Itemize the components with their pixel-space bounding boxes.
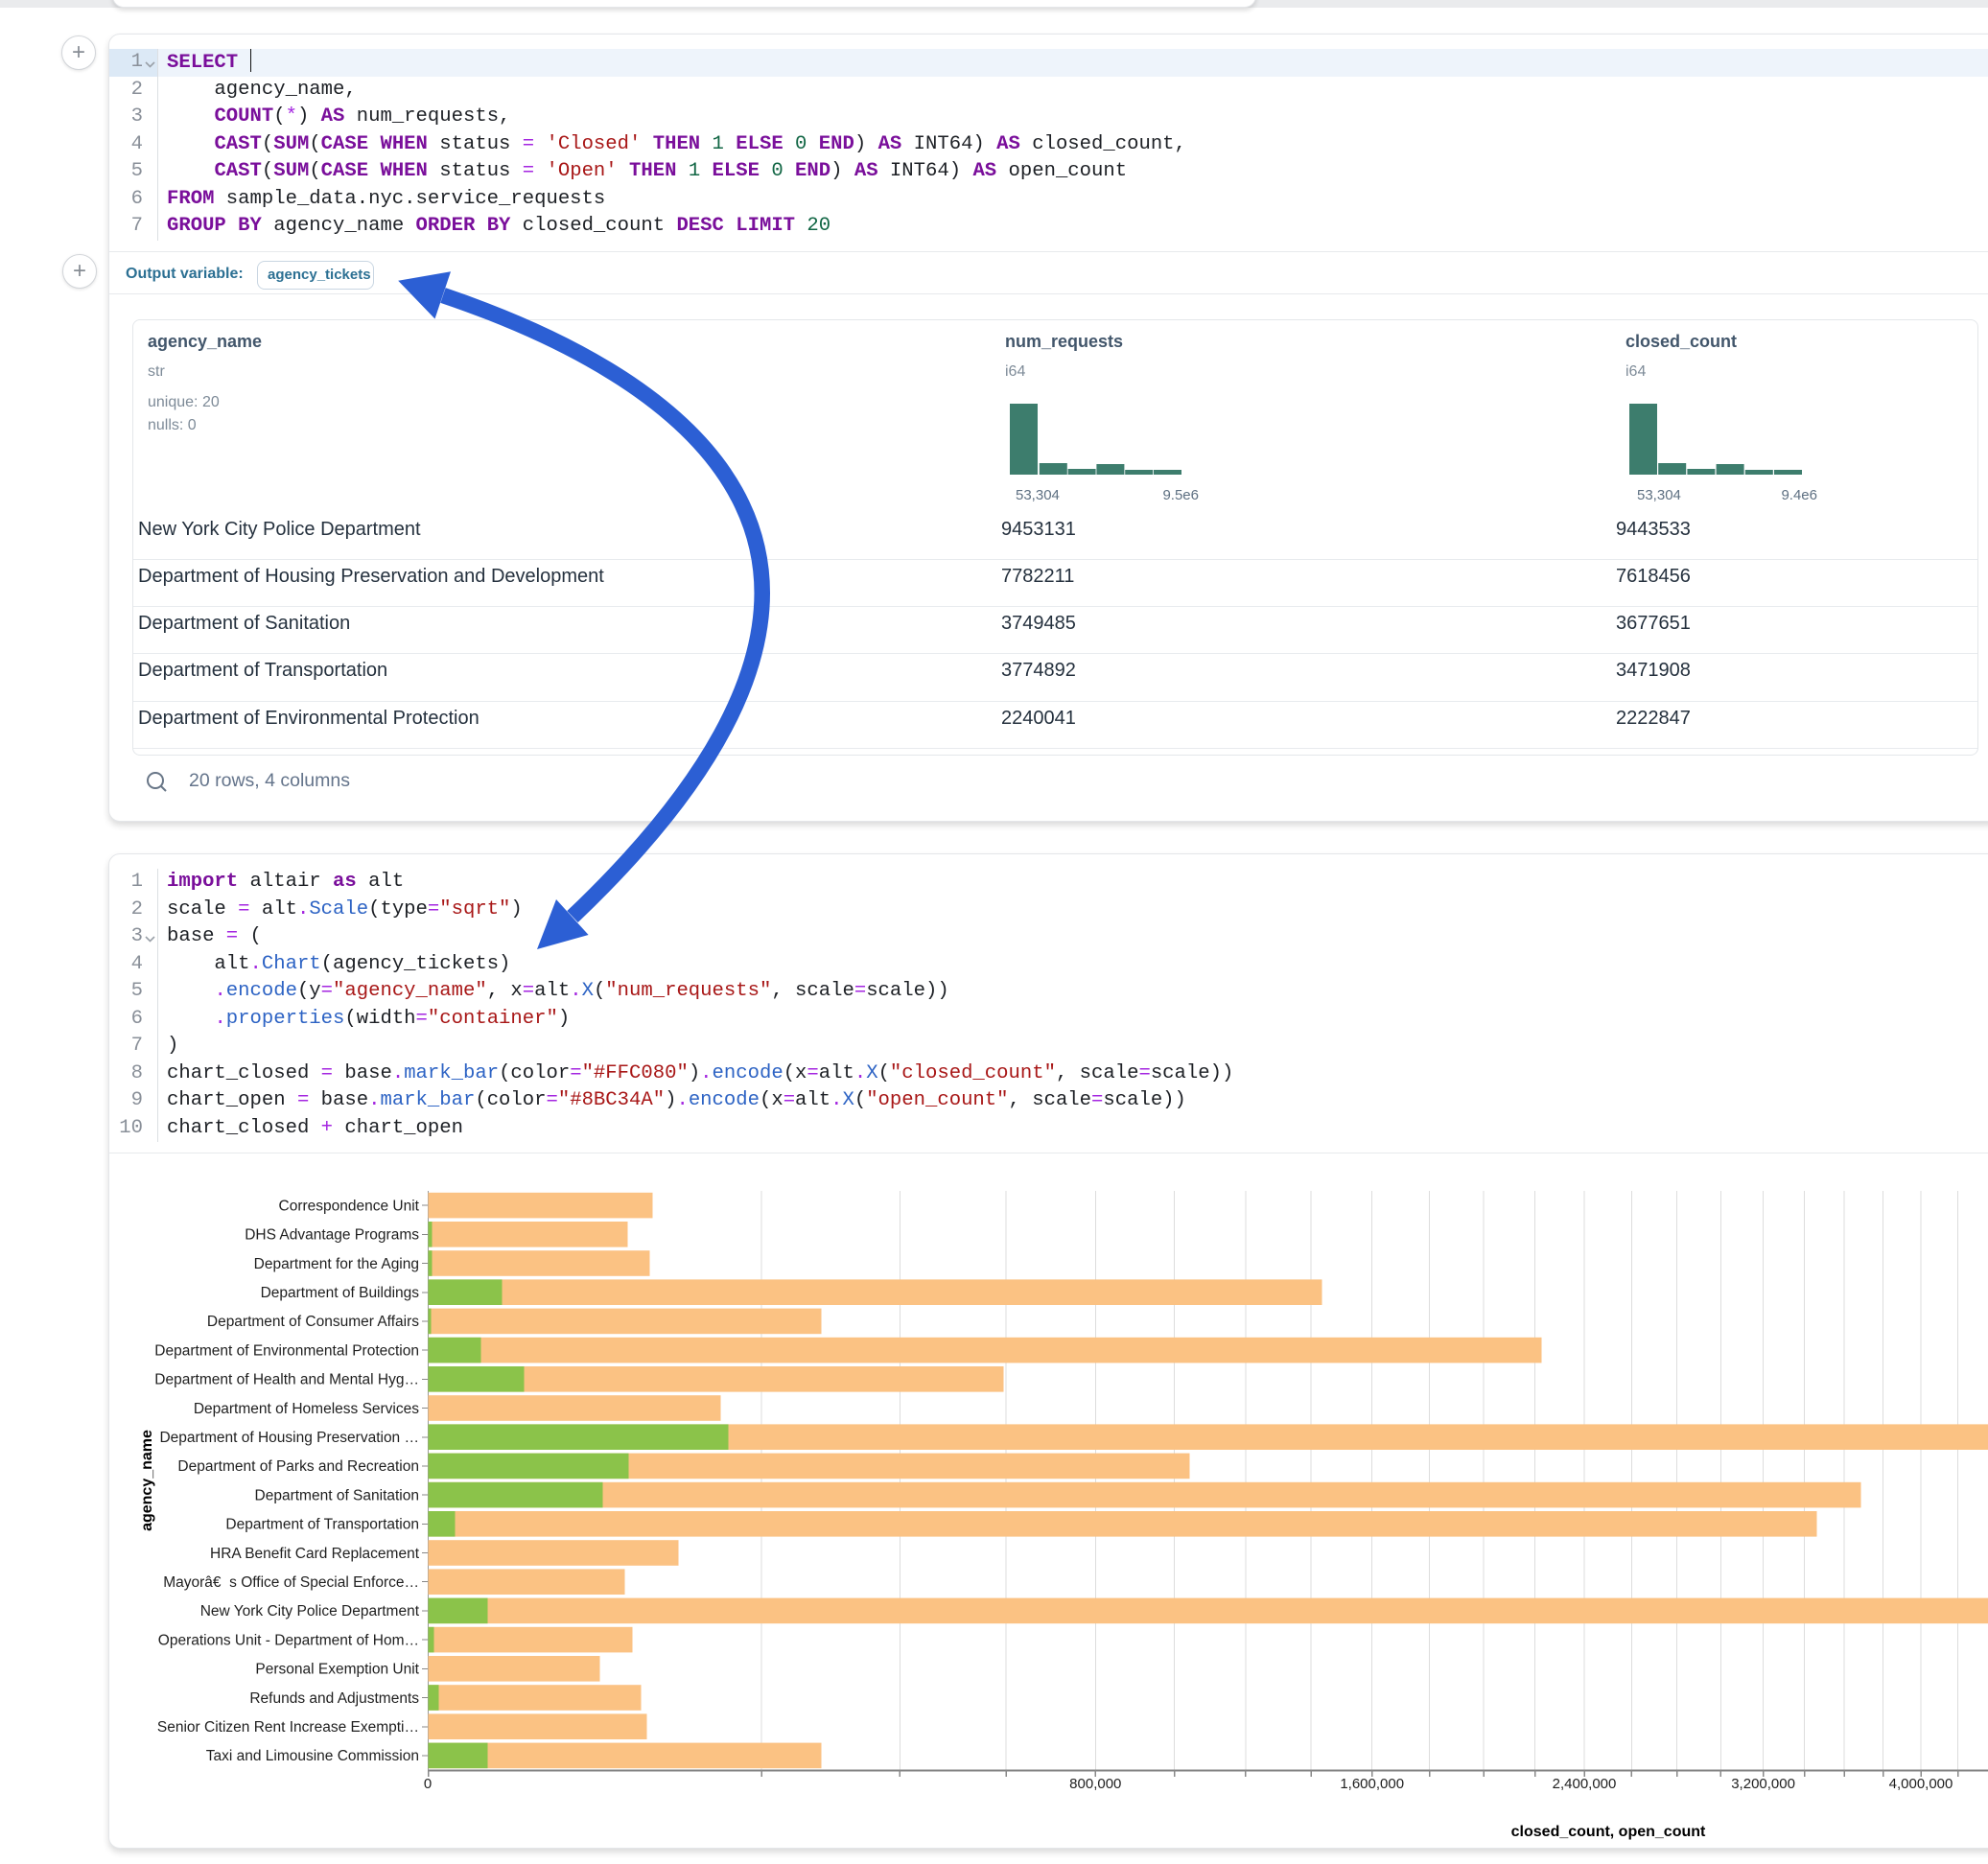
svg-text:Senior Citizen Rent Increase E: Senior Citizen Rent Increase Exempti… (157, 1719, 419, 1736)
svg-text:Department of Environmental Pr: Department of Environmental Protection (154, 1343, 419, 1360)
svg-text:3,200,000: 3,200,000 (1731, 1776, 1795, 1792)
svg-text:HRA Benefit Card Replacement: HRA Benefit Card Replacement (210, 1546, 420, 1562)
svg-text:agency_name: agency_name (139, 1430, 155, 1531)
svg-text:Refunds and Adjustments: Refunds and Adjustments (249, 1690, 419, 1707)
svg-text:0: 0 (424, 1776, 432, 1792)
svg-text:2,400,000: 2,400,000 (1553, 1776, 1617, 1792)
svg-text:Department of Homeless Service: Department of Homeless Services (194, 1401, 419, 1417)
svg-text:DHS Advantage Programs: DHS Advantage Programs (245, 1227, 419, 1244)
svg-text:4,000,000: 4,000,000 (1889, 1776, 1953, 1792)
svg-text:9.4e6: 9.4e6 (1781, 487, 1817, 503)
svg-text:New York City Police Departmen: New York City Police Department (200, 1603, 420, 1619)
svg-text:1,600,000: 1,600,000 (1340, 1776, 1404, 1792)
svg-text:Department of Buildings: Department of Buildings (261, 1285, 420, 1301)
svg-text:Department of Parks and Recrea: Department of Parks and Recreation (177, 1458, 419, 1475)
svg-text:800,000: 800,000 (1069, 1776, 1121, 1792)
svg-text:Department of Consumer Affairs: Department of Consumer Affairs (207, 1314, 419, 1330)
svg-text:closed_count, open_count: closed_count, open_count (1511, 1824, 1706, 1840)
svg-text:Mayorâ€ s Office of Special E: Mayorâ€ s Office of Special Enforce… (163, 1574, 419, 1591)
svg-text:Personal Exemption Unit: Personal Exemption Unit (255, 1662, 419, 1678)
svg-text:Correspondence Unit: Correspondence Unit (279, 1198, 420, 1214)
svg-text:9.5e6: 9.5e6 (1162, 487, 1199, 503)
svg-text:Department of Sanitation: Department of Sanitation (255, 1487, 419, 1503)
svg-text:Department of Health and Menta: Department of Health and Mental Hyg… (154, 1372, 419, 1388)
svg-text:53,304: 53,304 (1637, 487, 1681, 503)
svg-text:Department for the Aging: Department for the Aging (254, 1256, 419, 1272)
svg-text:Operations Unit - Department o: Operations Unit - Department of Hom… (158, 1632, 419, 1648)
svg-text:Department of Transportation: Department of Transportation (225, 1517, 419, 1533)
svg-text:53,304: 53,304 (1016, 487, 1060, 503)
svg-text:Taxi and Limousine Commission: Taxi and Limousine Commission (206, 1748, 419, 1764)
svg-text:Department of Housing Preserva: Department of Housing Preservation … (159, 1430, 419, 1446)
